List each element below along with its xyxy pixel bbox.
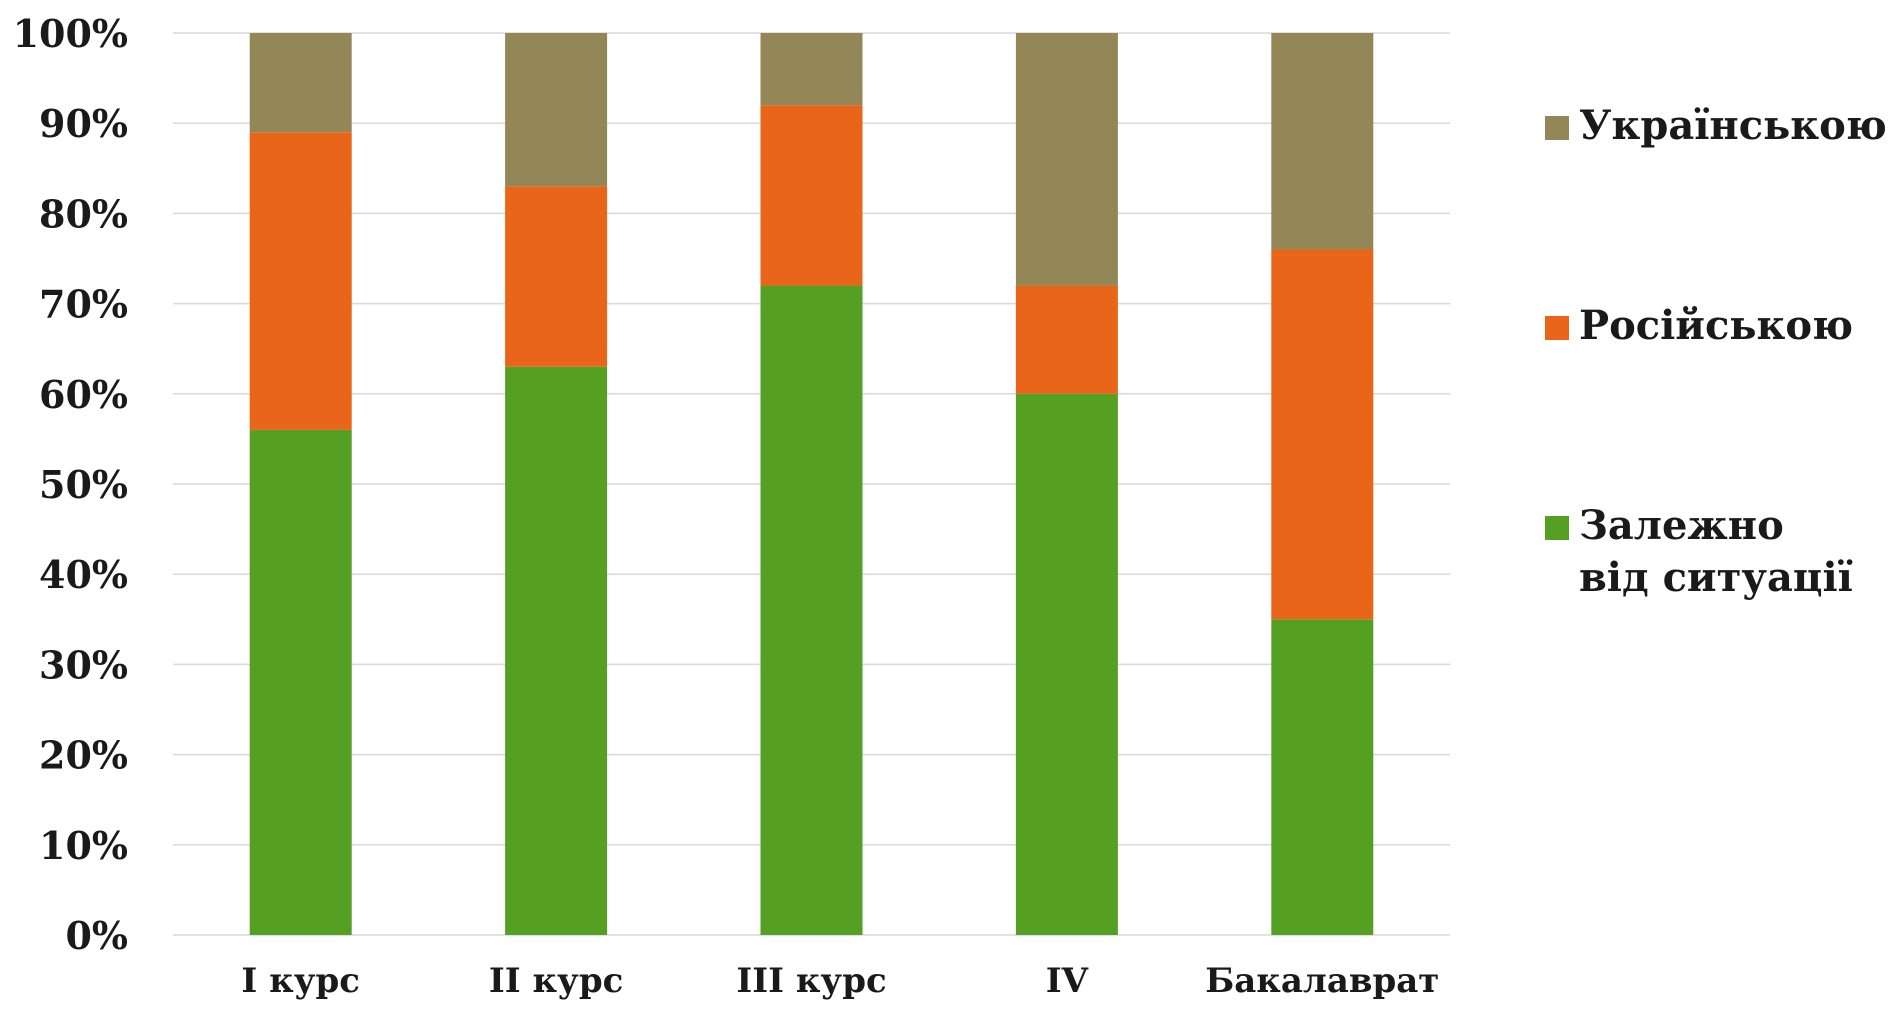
legend-label-russian: Російською: [1579, 302, 1854, 349]
legend-swatch-ukrainian: [1545, 116, 1569, 140]
y-tick-label: 80%: [39, 191, 128, 236]
legend-item-ukrainian: Українською: [1545, 100, 1887, 152]
bar-segment: [760, 285, 863, 935]
y-tick-label: 30%: [39, 642, 128, 687]
legend-swatch-russian: [1545, 316, 1569, 340]
bar-segment: [505, 33, 608, 187]
y-tick-label: 60%: [39, 372, 128, 417]
y-tick-label: 0%: [65, 913, 128, 958]
y-tick-label: 100%: [13, 11, 128, 56]
y-tick-label: 20%: [39, 733, 128, 778]
bar-segment: [249, 33, 352, 133]
x-tick-label: ІІ курс: [489, 961, 623, 1001]
bar-segment: [760, 105, 863, 286]
y-tick-label: 40%: [39, 552, 128, 597]
bar-segment: [505, 366, 608, 935]
bar-segment: [249, 429, 352, 935]
bar-segment: [1015, 33, 1118, 286]
legend-label-situational: Залежно від ситуації: [1579, 502, 1853, 601]
bar-segment: [1015, 393, 1118, 935]
legend-item-russian: Російською: [1545, 300, 1869, 352]
x-tick-label: IV: [1046, 961, 1089, 1001]
x-tick-label: І курс: [241, 961, 360, 1001]
bar-segment: [1271, 33, 1374, 250]
x-tick-label: ІІІ курс: [736, 961, 886, 1001]
bar-segment: [1271, 249, 1374, 620]
y-tick-label: 10%: [39, 823, 128, 868]
bar-segment: [505, 186, 608, 367]
x-tick-label: Бакалаврат: [1205, 961, 1439, 1001]
legend-swatch-situational: [1545, 516, 1569, 540]
y-tick-label: 70%: [39, 282, 128, 327]
legend-item-situational: Залежно від ситуації: [1545, 500, 1859, 604]
bar-segment: [760, 33, 863, 106]
bar-segment: [1271, 619, 1374, 935]
y-tick-label: 50%: [39, 462, 128, 507]
y-tick-label: 90%: [39, 101, 128, 146]
bar-segment: [1015, 285, 1118, 394]
legend-label-ukrainian: Українською: [1579, 102, 1887, 149]
bar-segment: [249, 132, 352, 430]
